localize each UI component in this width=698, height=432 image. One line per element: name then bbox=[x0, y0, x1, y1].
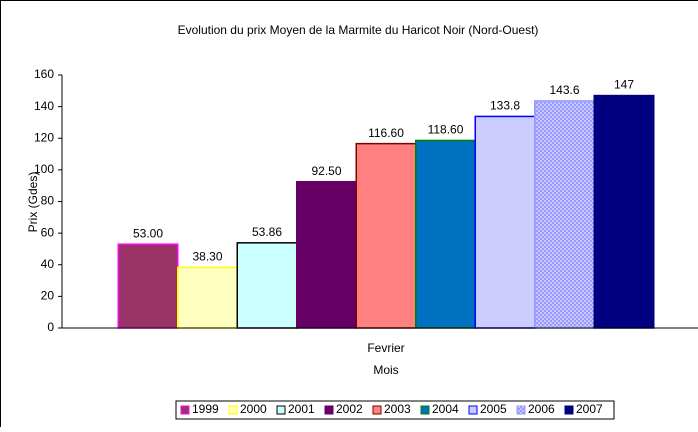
data-label: 147 bbox=[614, 78, 634, 92]
data-label: 92.50 bbox=[311, 164, 341, 178]
legend-swatch bbox=[421, 406, 429, 414]
bar bbox=[178, 267, 238, 328]
bar bbox=[416, 140, 476, 328]
legend-label: 2002 bbox=[336, 402, 363, 416]
y-tick-label: 120 bbox=[34, 130, 54, 144]
legend-swatch bbox=[517, 406, 525, 414]
y-tick-label: 20 bbox=[41, 289, 55, 303]
data-label: 118.60 bbox=[428, 123, 464, 137]
legend-label: 2005 bbox=[480, 402, 507, 416]
y-tick-label: 80 bbox=[41, 194, 55, 208]
x-tick-label: Fevrier bbox=[367, 341, 404, 355]
bar bbox=[475, 116, 535, 328]
data-label: 116.60 bbox=[368, 126, 404, 140]
bar bbox=[297, 182, 357, 328]
data-label: 53.86 bbox=[252, 225, 282, 239]
legend-swatch bbox=[277, 406, 285, 414]
bar bbox=[535, 101, 595, 328]
legend-swatch bbox=[373, 406, 381, 414]
y-tick-label: 0 bbox=[47, 320, 54, 334]
chart-title: Evolution du prix Moyen de la Marmite du… bbox=[178, 23, 539, 37]
data-label: 53.00 bbox=[133, 226, 163, 240]
legend-swatch bbox=[565, 406, 573, 414]
legend-label: 2000 bbox=[240, 402, 267, 416]
legend-swatch bbox=[469, 406, 477, 414]
y-tick-label: 140 bbox=[34, 99, 54, 113]
data-label: 133.8 bbox=[490, 99, 520, 113]
bar bbox=[594, 96, 654, 328]
legend-label: 2006 bbox=[528, 402, 555, 416]
y-axis-label: Prix (Gdes) bbox=[26, 172, 40, 233]
bar bbox=[118, 244, 178, 328]
legend-swatch bbox=[229, 406, 237, 414]
y-tick-label: 60 bbox=[41, 225, 55, 239]
legend-swatch bbox=[181, 406, 189, 414]
data-label: 38.30 bbox=[192, 250, 222, 264]
legend-swatch bbox=[325, 406, 333, 414]
x-axis-label: Mois bbox=[373, 363, 398, 377]
bar bbox=[237, 243, 297, 328]
legend-label: 1999 bbox=[192, 402, 219, 416]
data-label: 143.6 bbox=[549, 83, 579, 97]
bar bbox=[356, 144, 416, 328]
legend-label: 2007 bbox=[576, 402, 603, 416]
y-tick-label: 160 bbox=[34, 67, 54, 81]
y-tick-label: 40 bbox=[41, 257, 55, 271]
y-tick-label: 100 bbox=[34, 162, 54, 176]
legend-label: 2001 bbox=[288, 402, 315, 416]
legend-label: 2003 bbox=[384, 402, 411, 416]
legend-label: 2004 bbox=[432, 402, 459, 416]
